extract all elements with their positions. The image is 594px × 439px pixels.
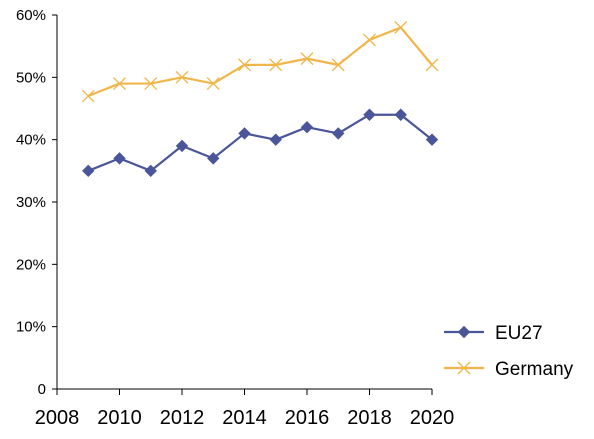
data-point-germany — [425, 58, 439, 72]
marker-stroke — [394, 21, 408, 34]
x-tick-label: 2016 — [285, 407, 330, 429]
marker-stroke — [144, 77, 158, 91]
x-tick-label: 2012 — [160, 407, 205, 429]
y-tick-label: 40% — [16, 132, 46, 149]
series-line-germany — [87, 26, 433, 98]
data-point-germany — [331, 58, 345, 72]
legend-entry-germany: Germany — [444, 359, 574, 380]
series-germany — [81, 21, 439, 103]
y-axis-ticks: 0 10% 20% 30% 40% 50% 60% — [16, 7, 57, 398]
x-axis-ticks: 2008 2010 2012 2014 2016 2018 2020 — [35, 389, 455, 429]
series-line-eu27 — [87, 113, 433, 172]
x-tick-label: 2020 — [410, 407, 455, 429]
marker-stroke — [113, 77, 126, 91]
x-tick-label: 2008 — [35, 407, 80, 429]
marker-stroke — [81, 89, 95, 103]
data-point-eu27 — [175, 139, 189, 153]
data-point-eu27 — [394, 108, 407, 121]
marker-stroke — [269, 58, 283, 72]
x-tick-label: 2014 — [222, 407, 267, 429]
data-point-eu27 — [144, 164, 157, 178]
y-tick-label: 30% — [16, 194, 46, 211]
data-point-germany — [394, 21, 408, 34]
data-point-eu27 — [82, 164, 95, 178]
data-point-eu27 — [425, 133, 439, 146]
marker-stroke — [206, 77, 220, 91]
legend-marker — [457, 325, 471, 339]
marker-stroke — [457, 361, 471, 375]
data-point-germany — [300, 52, 314, 66]
data-point-eu27 — [363, 108, 376, 121]
data-point-germany — [113, 77, 126, 91]
data-point-germany — [175, 70, 189, 84]
marker-stroke — [363, 33, 376, 47]
data-point-germany — [238, 58, 251, 72]
data-point-eu27 — [238, 127, 251, 140]
y-tick-label: 0 — [38, 381, 46, 398]
marker-stroke — [175, 70, 189, 84]
data-point-germany — [363, 33, 376, 47]
x-tick-label: 2018 — [347, 407, 392, 429]
data-point-germany — [206, 77, 220, 91]
series-eu27 — [82, 108, 439, 178]
data-point-eu27 — [207, 152, 220, 165]
y-tick-label: 60% — [16, 7, 46, 24]
axes — [56, 15, 432, 390]
data-point-germany — [144, 77, 158, 91]
data-point-eu27 — [269, 133, 282, 146]
data-point-eu27 — [332, 127, 345, 140]
y-tick-label: 10% — [16, 319, 46, 336]
legend: EU27 Germany — [444, 323, 574, 380]
marker-stroke — [238, 58, 251, 72]
marker-stroke — [300, 52, 314, 66]
legend-label: EU27 — [495, 323, 543, 344]
legend-label: Germany — [495, 359, 574, 380]
legend-marker — [457, 361, 471, 375]
x-tick-label: 2010 — [97, 407, 142, 429]
legend-entry-eu27: EU27 — [444, 323, 543, 344]
data-point-germany — [81, 89, 95, 103]
data-point-germany — [269, 58, 283, 72]
data-point-eu27 — [300, 120, 314, 134]
y-tick-label: 20% — [16, 256, 46, 273]
marker-stroke — [331, 58, 345, 72]
y-tick-label: 50% — [16, 69, 46, 86]
series-layer — [81, 21, 439, 178]
marker-stroke — [425, 58, 439, 72]
data-point-eu27 — [113, 152, 126, 165]
